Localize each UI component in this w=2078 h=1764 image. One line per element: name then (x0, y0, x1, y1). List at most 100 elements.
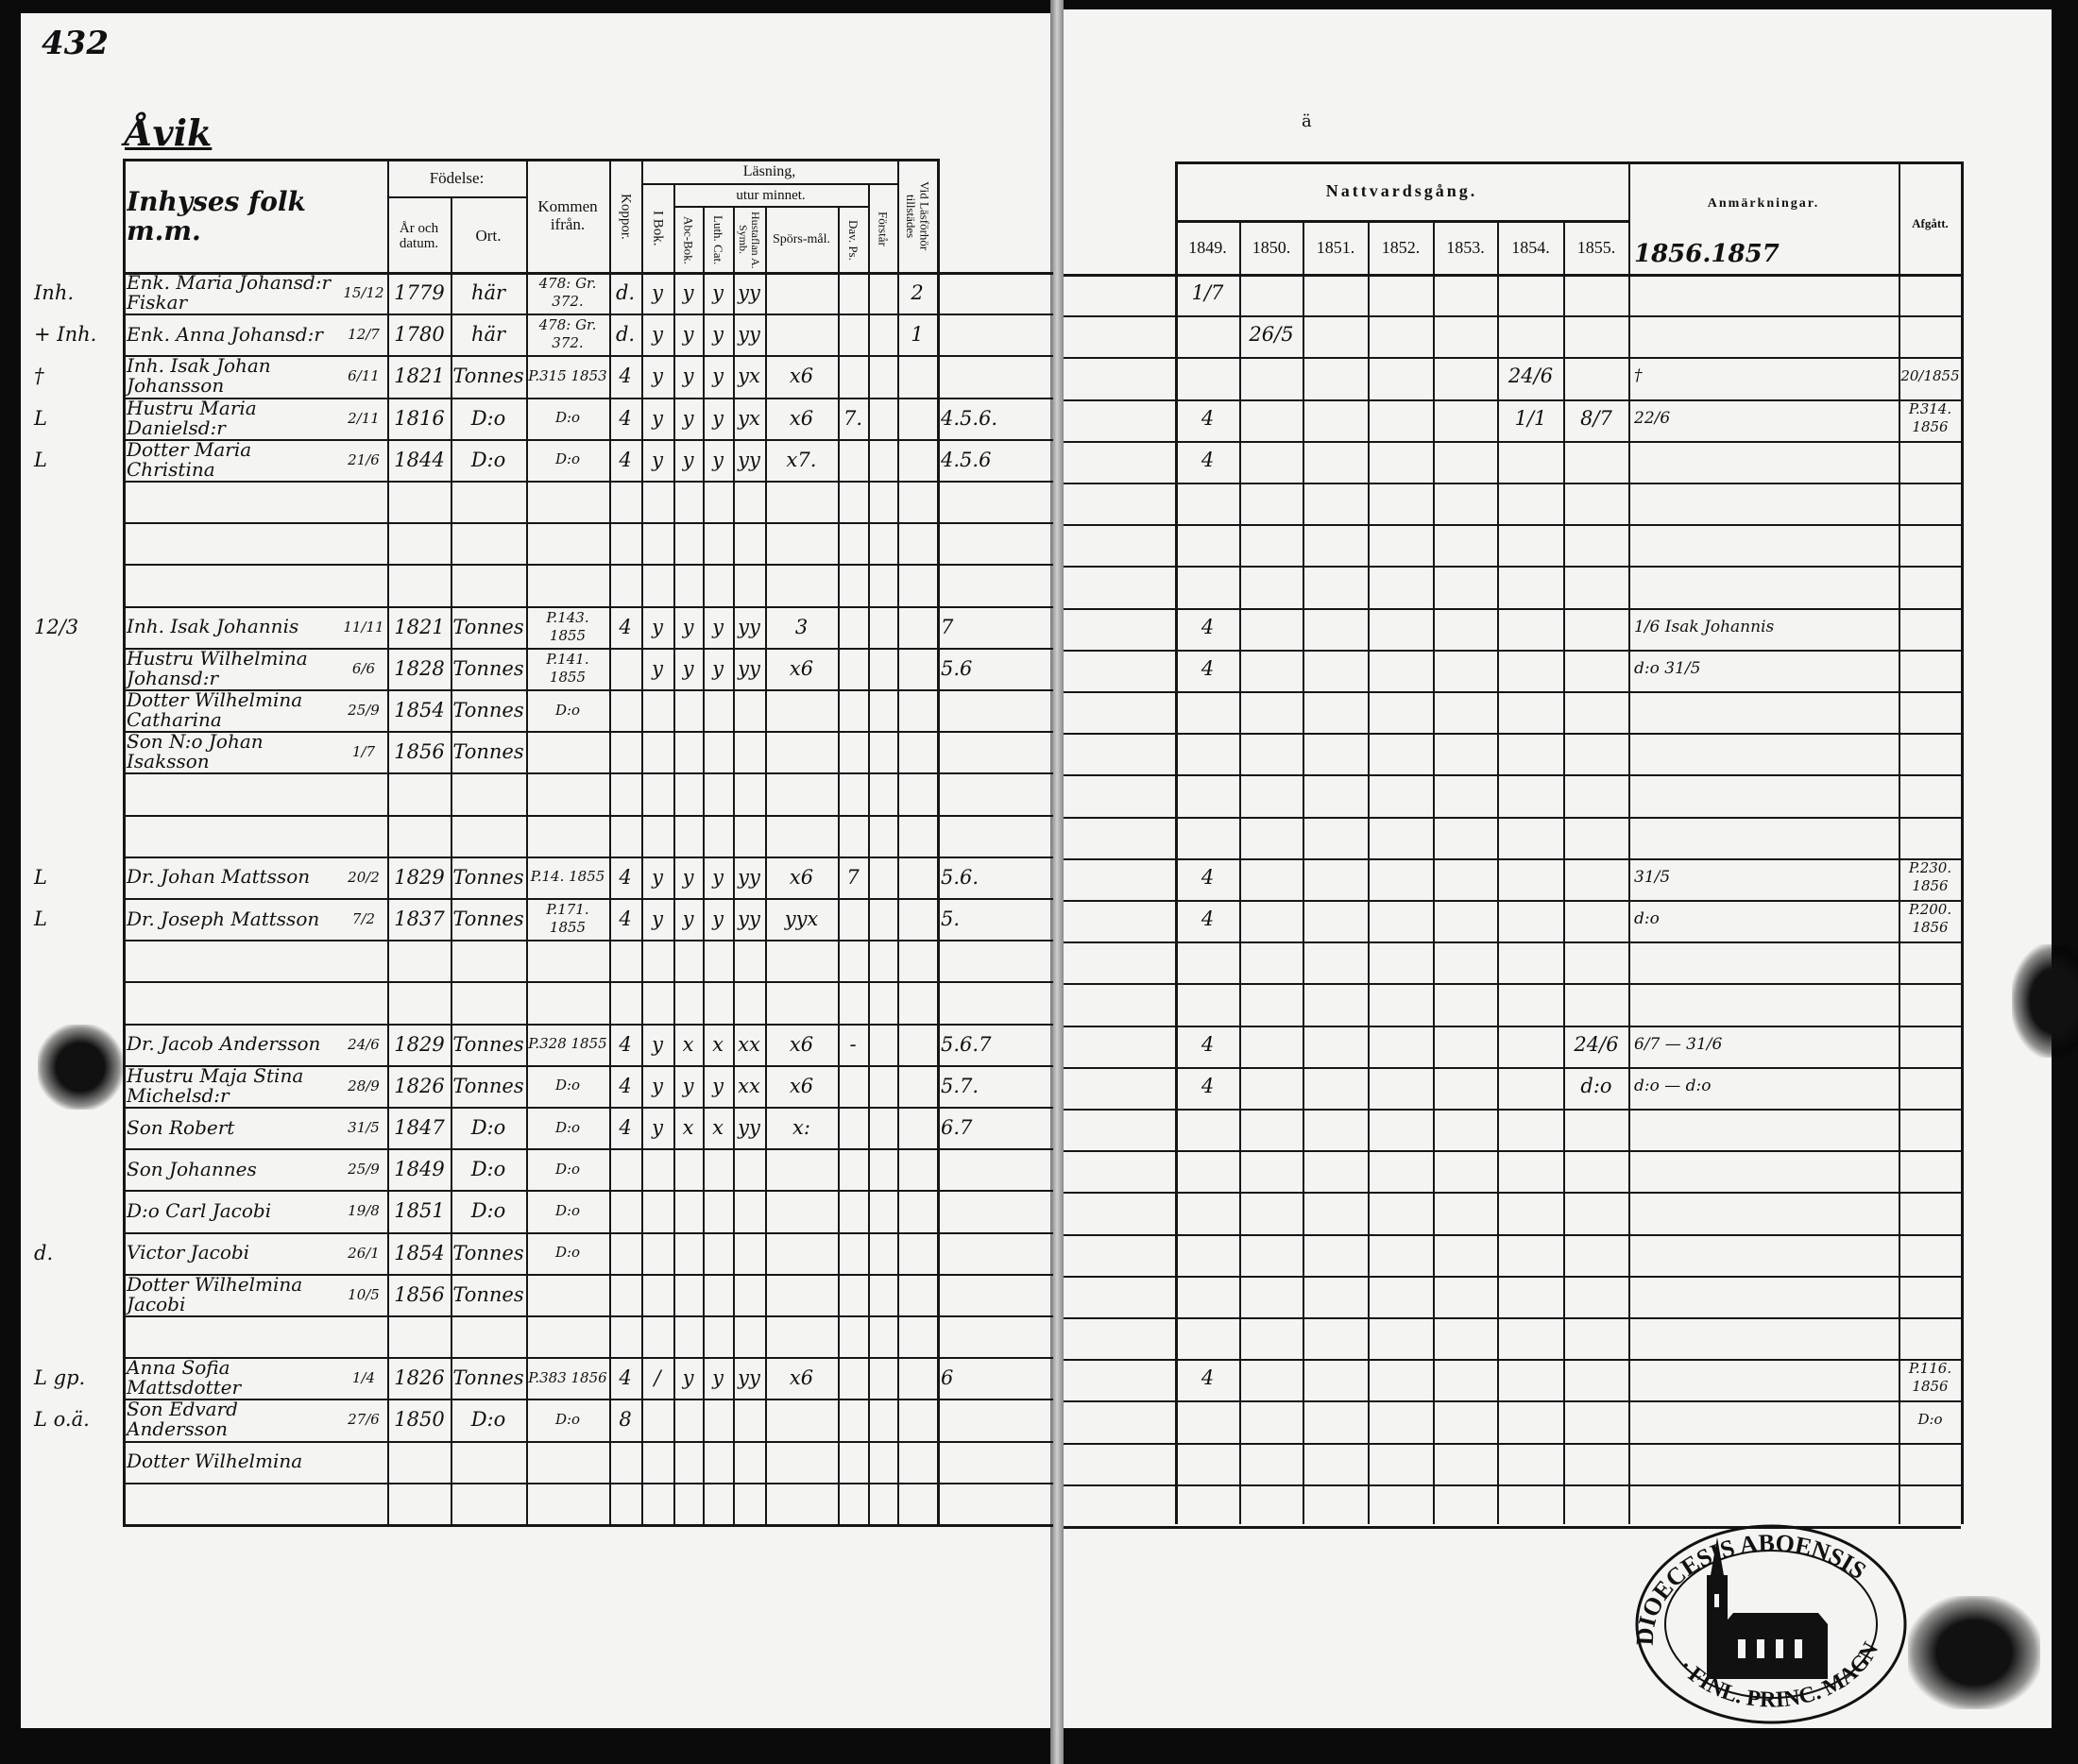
cell-spors: x6 (789, 865, 814, 889)
table-row: Son Robert 31/5 1847 D:o D:o 4 y x x yy x: 6.7 (34, 1107, 1961, 1148)
cell-koppor: d. (615, 281, 636, 304)
cell-date: 21/6 (348, 450, 380, 468)
cell-kommen: D:o (554, 701, 581, 719)
row-line (123, 1315, 1053, 1317)
cell-hust: yy (738, 1116, 760, 1139)
right-page (1060, 9, 2052, 1728)
header-ort: Ort. (475, 226, 502, 245)
cell-y1854: 1/1 (1514, 406, 1547, 430)
column-line (937, 159, 940, 1524)
cell-spors: x6 (789, 656, 814, 680)
cell-year: 1826 (394, 1074, 445, 1097)
cell-name: Dotter Wilhelmina (127, 1450, 303, 1473)
table-row: 12/3 Inh. Isak Johannis 11/11 1821 Tonnes P.1… (34, 606, 1961, 648)
cell-date: 24/6 (348, 1035, 380, 1053)
cell-margin: L gp. (34, 1366, 86, 1390)
row-line (1064, 900, 1961, 902)
cell-year: 1780 (394, 323, 445, 347)
table-row: L Dotter Maria Christina 21/6 1844 D:o D:o 4 y y… (34, 439, 1961, 481)
table-row: Hustru Wilhelmina Johansd:r 6/6 1828 Tonnes… (34, 648, 1961, 689)
cell-extra: 5. (941, 907, 961, 930)
row-line (123, 1064, 1053, 1067)
row-line (123, 1482, 1053, 1484)
cell-ort: här (470, 323, 506, 347)
cell-abc: y (682, 1074, 694, 1097)
row-line (1064, 566, 1961, 568)
ink-blot (38, 1025, 123, 1110)
table-row: Son Johannes 25/9 1849 D:o D:o (34, 1148, 1961, 1190)
cell-margin: L (34, 448, 47, 471)
cell-year: 1821 (394, 365, 445, 388)
cell-hust: yy (738, 281, 760, 304)
header-divider (1175, 220, 1628, 223)
cell-anm: † (1634, 366, 1643, 386)
row-line (1064, 1526, 1961, 1529)
row-line (1064, 1275, 1961, 1278)
cell-date: 10/5 (348, 1285, 380, 1303)
table-row: Son N:o Johan Isaksson 1/7 1856 Tonnes (34, 731, 1961, 772)
cell-year: 1828 (394, 656, 445, 680)
table-row: Inh. Enk. Maria Johansd:r Fiskar 15/12 1779… (34, 272, 1961, 314)
row-line (1064, 816, 1961, 819)
cell-date: 1/4 (351, 1369, 376, 1387)
header-year-1855: 1855. (1576, 238, 1616, 258)
cell-anm: d:o — d:o (1634, 1076, 1712, 1095)
row-line (123, 1190, 1053, 1193)
cell-extra: 5.7. (941, 1074, 979, 1097)
table-row: Dotter Wilhelmina Catharina 25/9 1854 Tonne… (34, 689, 1961, 731)
cell-spors: x: (792, 1116, 810, 1139)
row-line (1064, 1442, 1961, 1445)
header-year-1854: 1854. (1511, 238, 1550, 258)
cell-hust: yy (738, 1366, 760, 1390)
cell-anm: 6/7 — 31/6 (1634, 1034, 1723, 1054)
row-line (123, 772, 1053, 775)
cell-koppor: 4 (619, 865, 632, 889)
cell-ibok: y (652, 406, 663, 430)
cell-y1855: 8/7 (1580, 406, 1612, 430)
cell-name: Son N:o Johan Isaksson (127, 730, 264, 773)
header-kommen-ifran: Kommen ifrån. (537, 197, 598, 233)
cell-ibok: y (652, 907, 663, 930)
cell-name: Dotter Wilhelmina Catharina (127, 688, 303, 731)
cell-dav: 7 (846, 865, 860, 889)
cell-ibok: y (652, 1032, 663, 1056)
row-line (1064, 649, 1961, 652)
cell-margin: 12/3 (34, 615, 79, 638)
row-line (1064, 1400, 1961, 1403)
table-row (34, 772, 1961, 814)
cell-ort: Tonnes (452, 1241, 524, 1264)
cell-kommen: P.315 1853 (528, 366, 607, 384)
row-line (1064, 983, 1961, 986)
cell-hust: yy (738, 656, 760, 680)
column-line (1175, 161, 1178, 1524)
row-line (123, 272, 1053, 275)
cell-afgatt: P.230. 1856 (1908, 858, 1952, 894)
cell-kommen: D:o (554, 1118, 581, 1136)
cell-date: 15/12 (343, 284, 384, 301)
cell-spors: yyx (784, 907, 819, 930)
row-line (123, 605, 1053, 608)
column-line (1563, 220, 1565, 1524)
cell-afgatt: P.116. 1856 (1908, 1360, 1952, 1396)
cell-kommen: 478: Gr. 372. (538, 316, 597, 352)
cell-spors: x6 (789, 1074, 814, 1097)
cell-dav: 7. (843, 406, 863, 430)
table-row (34, 564, 1961, 605)
cell-y1849: 4 (1201, 907, 1215, 930)
table-row: Hustru Maja Stina Michelsd:r 28/9 1826 Tonn… (34, 1065, 1961, 1107)
row-line (1064, 1150, 1961, 1153)
column-line (838, 206, 840, 1524)
cell-luth: y (712, 448, 724, 471)
cell-name: D:o Carl Jacobi (127, 1198, 272, 1222)
cell-koppor: 4 (619, 365, 632, 388)
row-line (123, 981, 1053, 984)
cell-year: 1829 (394, 865, 445, 889)
row-line (123, 689, 1053, 691)
cell-luth: x (712, 1116, 724, 1139)
row-line (123, 1440, 1053, 1443)
cell-ort: Tonnes (452, 740, 524, 764)
row-line (123, 1148, 1053, 1151)
cell-hust: yx (738, 406, 760, 430)
row-line (1064, 774, 1961, 777)
cell-spors: x6 (789, 406, 814, 430)
